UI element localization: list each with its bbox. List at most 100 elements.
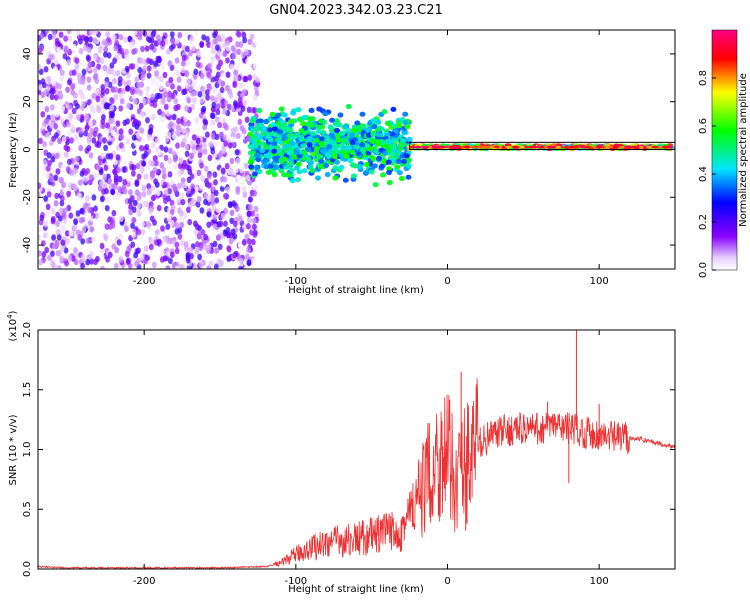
spectrogram-cell xyxy=(166,48,171,55)
spectrogram-cell xyxy=(110,34,116,41)
spectrogram-cell xyxy=(91,107,97,115)
spectrogram-cell xyxy=(247,38,253,45)
spectrogram-cell xyxy=(134,180,140,187)
x-tick-label: -200 xyxy=(133,576,156,587)
spectrogram-cell xyxy=(69,169,74,176)
spectrogram-cell xyxy=(229,217,235,224)
spectrogram-cell xyxy=(146,97,151,105)
spectrogram-cell xyxy=(80,262,85,269)
spectrogram-cell xyxy=(301,149,308,156)
colorbar-gradient xyxy=(711,29,738,271)
spectrogram-cell xyxy=(75,30,81,36)
spectrogram-cell xyxy=(180,181,186,188)
snr-x-label: Height of straight line (km) xyxy=(288,584,424,595)
spectrogram-cell xyxy=(195,137,201,144)
spectrogram-cell xyxy=(94,141,100,148)
spectrogram-cell xyxy=(252,171,258,177)
spectrogram-cell xyxy=(68,212,74,219)
spectrogram-cell xyxy=(210,133,216,140)
spectrogram-cell xyxy=(110,129,116,136)
spectrogram-cell xyxy=(51,30,57,35)
spectrogram-cell xyxy=(50,114,55,121)
spectrogram-cell xyxy=(38,63,41,70)
spectrogram-cell xyxy=(283,127,290,133)
spectrogram-cell xyxy=(124,65,130,73)
spectrogram-cell xyxy=(209,124,215,131)
spectrogram-cell xyxy=(38,259,44,266)
spectrogram-cell xyxy=(225,71,231,78)
spectrogram-cell xyxy=(49,122,54,129)
spectrogram-cell xyxy=(53,94,59,101)
spectrogram-cell xyxy=(185,59,191,66)
spectrogram-cell xyxy=(167,60,173,67)
spectrogram-cell xyxy=(227,168,232,176)
spectrogram-cell xyxy=(109,97,115,105)
spectrogram-cell xyxy=(75,229,81,236)
spectrogram-cell xyxy=(115,193,121,200)
spectrogram-cell xyxy=(217,121,223,129)
spectrogram-cell xyxy=(49,176,54,183)
spectrogram-cell xyxy=(384,120,391,126)
spectrogram-cell xyxy=(638,145,645,149)
spectrogram-cell xyxy=(187,218,193,226)
spectrogram-cell xyxy=(141,191,147,198)
spectrogram-cell xyxy=(229,63,235,71)
spectrogram-cell xyxy=(295,177,301,183)
spectrogram-cell xyxy=(50,87,56,95)
spectrogram-cell xyxy=(167,171,173,178)
spectrogram-cell xyxy=(99,180,104,187)
spectrogram-cell xyxy=(185,252,191,259)
spectrogram-cell xyxy=(171,114,177,121)
spectrogram-cell xyxy=(217,92,222,100)
spectrogram-cell xyxy=(46,152,52,159)
spectrogram-cell xyxy=(131,217,137,224)
spectrogram-cell xyxy=(379,163,386,169)
spectrogram-cell xyxy=(118,233,124,240)
spectrogram-cell xyxy=(555,145,562,149)
spectrogram-cell xyxy=(81,226,87,233)
spectrogram-cell xyxy=(51,135,56,142)
spectrogram-cell xyxy=(145,85,151,93)
spectrogram-cell xyxy=(169,251,175,259)
spectrogram-cell xyxy=(223,230,228,237)
spectrogram-cell xyxy=(368,169,375,175)
spectrogram-cell xyxy=(235,41,240,48)
spectrogram-cell xyxy=(584,145,591,149)
spectrogram-cell xyxy=(57,83,62,90)
spectrogram-cell xyxy=(198,244,204,252)
spectrogram-cell xyxy=(493,145,500,149)
spectrogram-cell xyxy=(203,198,208,206)
spectrogram-cell xyxy=(149,37,155,44)
spectrogram-cell xyxy=(234,166,239,174)
spectrogram-cell xyxy=(40,111,46,118)
spectrogram-cell xyxy=(64,47,70,54)
spectrogram-cell xyxy=(596,145,603,149)
spectrogram-cell xyxy=(155,55,161,63)
spectrogram-cell xyxy=(44,88,49,96)
spectrogram-cell xyxy=(505,145,512,149)
spectrogram-cell xyxy=(53,174,59,181)
spectrogram-cell xyxy=(38,225,42,233)
spectrogram-cell xyxy=(107,177,113,185)
spectrogram-cell xyxy=(234,205,240,213)
spectrogram-cell xyxy=(474,143,481,147)
spectrogram-cell xyxy=(53,123,58,130)
spectrogram-cell xyxy=(386,169,392,176)
spectrogram-cell xyxy=(212,86,217,94)
spectrogram-cell xyxy=(55,229,61,236)
y-tick-label: 40 xyxy=(22,48,33,61)
spectrogram-cell xyxy=(51,234,56,241)
spectrogram-cell xyxy=(45,203,51,210)
spectrogram-cell xyxy=(157,92,162,100)
spectrogram-cell xyxy=(243,71,249,78)
spectrogram-cell xyxy=(202,142,207,149)
spectrogram-cell xyxy=(367,146,373,152)
x-tick-label: 0 xyxy=(444,276,450,287)
spectrogram-cell xyxy=(79,207,85,215)
spectrogram-cell xyxy=(306,142,313,148)
spectrogram-cell xyxy=(118,128,124,135)
spectrogram-cell xyxy=(142,30,148,37)
spectrogram-cell xyxy=(143,245,149,252)
spectrogram-cell xyxy=(65,145,71,153)
spectrogram-cell xyxy=(143,257,148,265)
